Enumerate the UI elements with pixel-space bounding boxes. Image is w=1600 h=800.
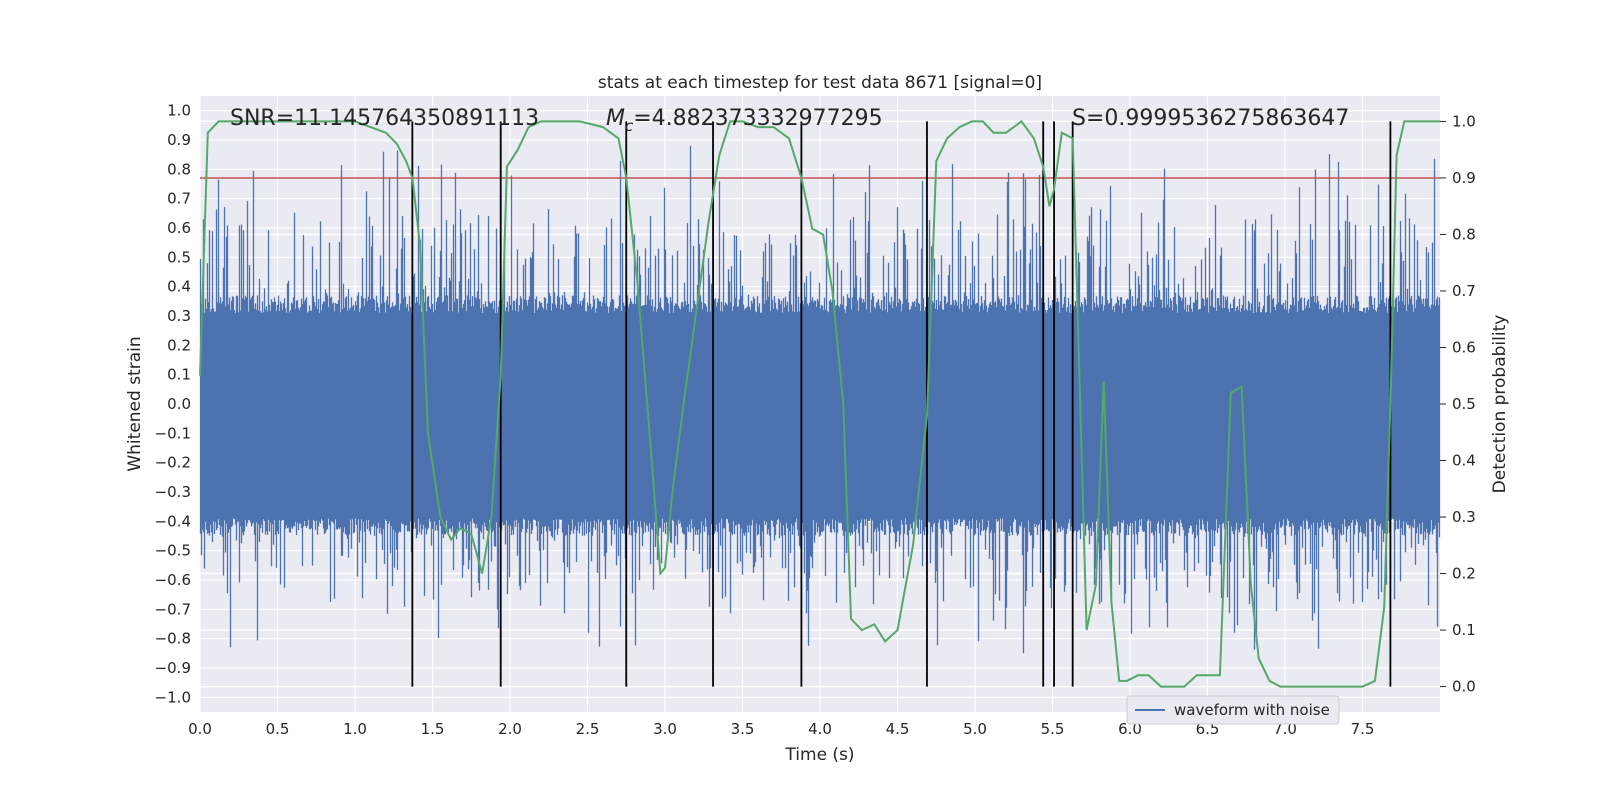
x-axis-label: Time (s)	[784, 745, 854, 765]
mc-annotation: Mc=4.882373332977295	[606, 106, 883, 135]
legend-box	[1126, 695, 1340, 725]
y2-tick-label: 0.5	[1452, 395, 1476, 413]
y-tick-label: −0.2	[155, 454, 191, 472]
snr-annotation: SNR=11.145764350891113	[230, 106, 539, 131]
probability-line	[199, 120, 1440, 688]
y-tick-label: −0.1	[155, 424, 191, 442]
x-tick-label: 2.0	[498, 720, 522, 738]
mc-symbol: M	[606, 106, 625, 131]
waveform-series	[199, 145, 1441, 654]
y-tick-label: −1.0	[155, 688, 191, 706]
y-tick-label: 0.2	[167, 336, 191, 354]
x-tick-label: 0.0	[188, 720, 212, 738]
y2-axis-ticks: 1.0 0.9 0.8 0.7 0.6 0.5 0.4 0.3 0.2 0.1 0.0	[1440, 112, 1476, 696]
y-tick-label: 0.6	[167, 219, 191, 237]
x-tick-label: 3.0	[653, 720, 677, 738]
y2-tick-label: 0.6	[1452, 338, 1476, 356]
x-tick-label: 2.5	[576, 720, 600, 738]
y-tick-label: 0.4	[167, 278, 191, 296]
y2-tick-label: 0.7	[1452, 282, 1476, 300]
chart-title: stats at each timestep for test data 867…	[598, 73, 1042, 93]
x-tick-label: 5.0	[963, 720, 987, 738]
y-tick-label: 1.0	[167, 102, 191, 120]
y-axis-label: Whitened strain	[125, 336, 145, 471]
x-tick-label: 1.5	[421, 720, 445, 738]
x-tick-label: 1.0	[343, 720, 367, 738]
mc-subscript: c	[625, 117, 634, 135]
x-tick-label: 4.0	[808, 720, 832, 738]
waveform-path	[199, 145, 1441, 654]
y-tick-label: 0.8	[167, 160, 191, 178]
y2-axis-label: Detection probability	[1490, 315, 1510, 494]
x-tick-label: 7.5	[1351, 720, 1375, 738]
y-tick-label: −0.4	[155, 512, 191, 530]
y-tick-label: −0.6	[155, 571, 191, 589]
mc-value: =4.882373332977295	[633, 106, 882, 131]
y-tick-label: 0.9	[167, 131, 191, 149]
y2-tick-label: 0.8	[1452, 225, 1476, 243]
y-tick-label: 0.1	[167, 366, 191, 384]
y-tick-label: −0.5	[155, 542, 191, 560]
x-tick-label: 0.5	[266, 720, 290, 738]
y2-tick-label: 0.9	[1452, 169, 1476, 187]
probability-series	[199, 120, 1440, 688]
x-tick-label: 5.5	[1041, 720, 1065, 738]
y2-tick-label: 1.0	[1452, 112, 1476, 130]
y2-tick-label: 0.1	[1452, 621, 1476, 639]
x-tick-label: 4.5	[886, 720, 910, 738]
y-tick-label: 0.7	[167, 190, 191, 208]
y2-tick-label: 0.3	[1452, 508, 1476, 526]
y-tick-label: 0.3	[167, 307, 191, 325]
y-tick-label: −0.3	[155, 483, 191, 501]
y-tick-label: −0.7	[155, 600, 191, 618]
y-tick-label: −0.8	[155, 630, 191, 648]
y-tick-label: 0.0	[167, 395, 191, 413]
y-tick-label: 0.5	[167, 248, 191, 266]
y2-tick-label: 0.4	[1452, 452, 1476, 470]
legend-label: waveform with noise	[1174, 701, 1330, 719]
x-axis-ticks: 0.0 0.5 1.0 1.5 2.0 2.5 3.0 3.5 4.0 4.5 5.0 5.5 6.0 6…	[188, 720, 1374, 738]
x-tick-label: 3.5	[731, 720, 755, 738]
s-annotation: S=0.9999536275863647	[1072, 106, 1349, 131]
y2-tick-label: 0.2	[1452, 565, 1476, 583]
y-axis-ticks: 1.0 0.9 0.8 0.7 0.6 0.5 0.4 0.3 0.2 0.1 0.0 −0.1 −0.…	[155, 102, 191, 707]
y2-tick-label: 0.0	[1452, 678, 1476, 696]
vertical-marker-lines	[411, 121, 1392, 687]
legend: waveform with noise	[1126, 695, 1340, 725]
y-tick-label: −0.9	[155, 659, 191, 677]
